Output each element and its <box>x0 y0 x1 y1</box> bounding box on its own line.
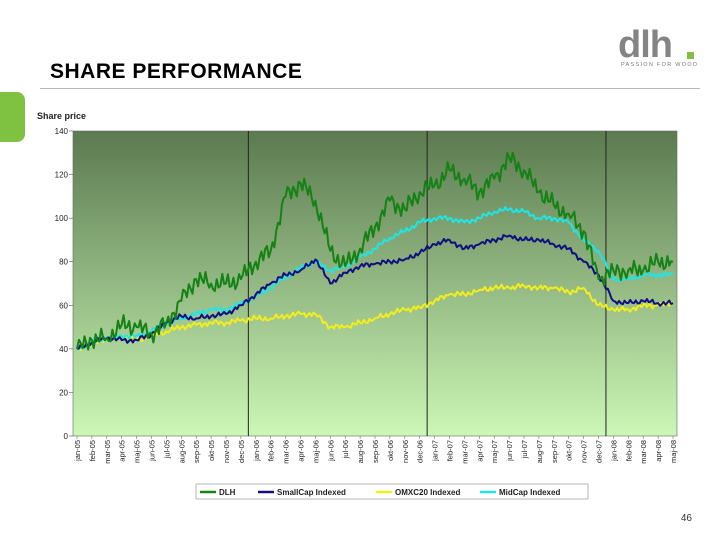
x-tick-label: sep-07 <box>550 440 559 463</box>
x-tick-label: jan-06 <box>252 440 261 462</box>
x-tick-label: apr-06 <box>297 440 306 462</box>
x-tick-label: sep-05 <box>192 440 201 463</box>
x-tick-label: feb-08 <box>624 440 633 461</box>
y-tick-label: 100 <box>55 214 69 223</box>
x-tick-label: jun-06 <box>326 440 335 462</box>
x-tick-label: maj-08 <box>669 440 678 463</box>
y-axis-label: Share price <box>37 111 86 121</box>
y-tick-label: 0 <box>64 432 69 441</box>
x-tick-label: aug-05 <box>177 440 186 463</box>
page-title: SHARE PERFORMANCE <box>50 60 303 83</box>
x-tick-label: dec-06 <box>416 440 425 463</box>
legend-label: MidCap Indexed <box>499 488 560 497</box>
legend-label: OMXC20 Indexed <box>395 488 460 497</box>
x-tick-label: jun-07 <box>505 440 514 462</box>
series-line-dlh <box>76 151 674 351</box>
x-tick-label: maj-07 <box>490 440 499 463</box>
y-tick-label: 140 <box>55 127 69 136</box>
x-tick-label: aug-07 <box>535 440 544 463</box>
x-tick-label: maj-06 <box>311 440 320 463</box>
x-tick-label: apr-05 <box>118 440 127 462</box>
x-tick-label: mar-05 <box>103 440 112 464</box>
x-tick-label: okt-07 <box>565 440 574 461</box>
x-tick-label: aug-06 <box>356 440 365 463</box>
x-tick-label: nov-07 <box>580 440 589 463</box>
x-tick-label: jul-05 <box>162 440 171 459</box>
accent-tab <box>0 92 25 142</box>
x-tick-label: jan-07 <box>431 440 440 462</box>
x-tick-label: okt-05 <box>207 440 216 461</box>
x-tick-label: nov-05 <box>222 440 231 463</box>
x-tick-label: nov-06 <box>401 440 410 463</box>
title-divider <box>40 88 700 89</box>
legend-label: DLH <box>219 488 236 497</box>
logo-wordmark: dlh <box>618 24 673 66</box>
x-tick-label: jan-08 <box>609 440 618 462</box>
x-tick-label: jul-06 <box>341 440 350 459</box>
x-tick-label: sep-06 <box>371 440 380 463</box>
page-number: 46 <box>680 513 692 524</box>
x-tick-label: feb-06 <box>267 440 276 461</box>
company-logo: dlh PASSION FOR WOOD <box>618 26 698 74</box>
y-tick-label: 20 <box>59 388 68 397</box>
x-tick-label: dec-05 <box>237 440 246 463</box>
logo-tagline: PASSION FOR WOOD <box>621 62 699 68</box>
x-tick-label: maj-05 <box>133 440 142 463</box>
x-tick-label: feb-07 <box>446 440 455 461</box>
logo-dot <box>687 52 694 59</box>
x-tick-label: feb-05 <box>88 440 97 461</box>
x-tick-label: apr-08 <box>654 440 663 462</box>
y-tick-label: 60 <box>59 301 68 310</box>
x-tick-label: jan-05 <box>73 440 82 462</box>
x-tick-label: jun-05 <box>148 440 157 462</box>
x-tick-label: apr-07 <box>475 440 484 462</box>
plot-area <box>72 130 678 437</box>
x-tick-label: mar-08 <box>639 440 648 464</box>
x-tick-label: jul-07 <box>520 440 529 459</box>
y-tick-label: 40 <box>59 345 68 354</box>
x-tick-label: okt-06 <box>386 440 395 461</box>
x-tick-label: mar-06 <box>282 440 291 464</box>
x-tick-label: mar-07 <box>460 440 469 464</box>
series-line-omxc20-indexed <box>76 282 674 352</box>
y-tick-label: 120 <box>55 171 69 180</box>
x-tick-label: dec-07 <box>595 440 604 463</box>
y-tick-label: 80 <box>59 258 68 267</box>
legend-label: SmallCap Indexed <box>277 488 346 497</box>
